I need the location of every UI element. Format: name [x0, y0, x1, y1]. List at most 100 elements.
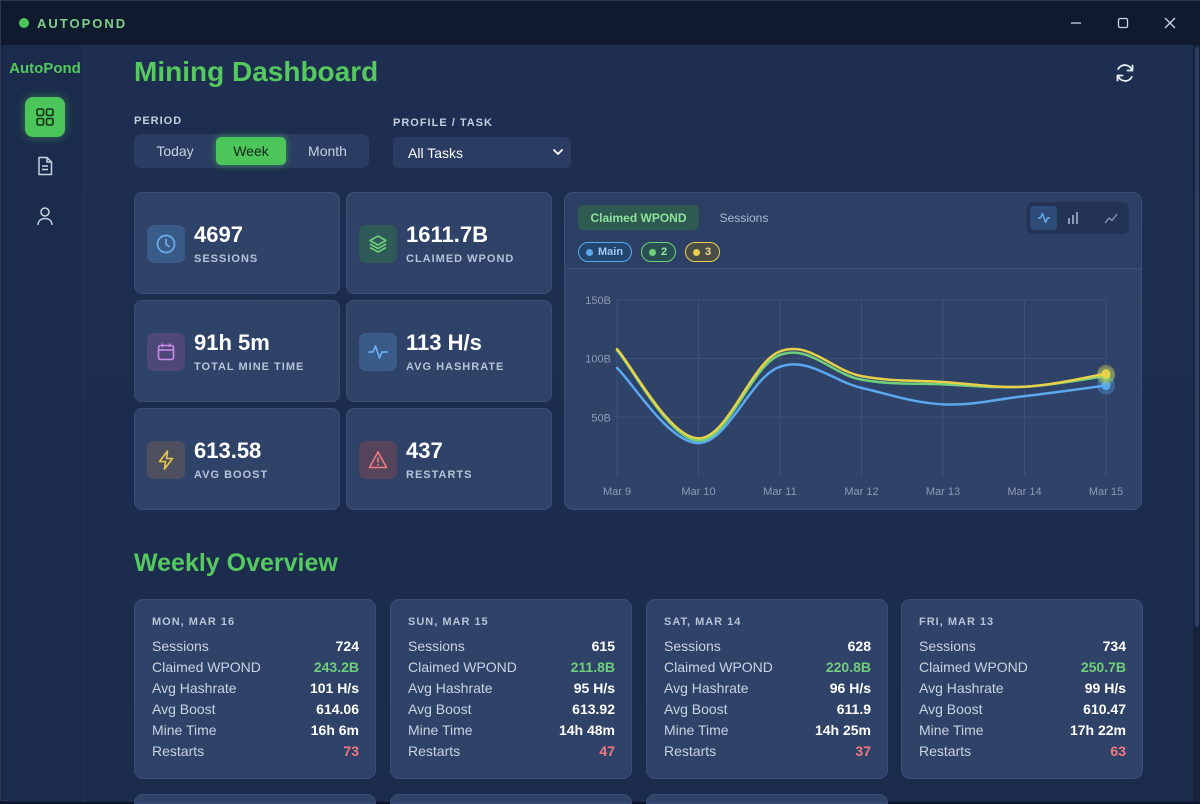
area-chart-button[interactable]: [1097, 206, 1124, 230]
row-label: Sessions: [152, 638, 209, 654]
stat-value: 113 H/s: [406, 330, 482, 355]
row-value: 615: [591, 638, 615, 654]
row-label: Mine Time: [919, 722, 984, 738]
row-value: 37: [855, 743, 871, 759]
day-row-hashrate: Avg Hashrate 95 H/s: [408, 680, 615, 700]
day-card-partial: [134, 794, 376, 804]
x-tick-label: Mar 11: [763, 486, 796, 498]
row-label: Avg Hashrate: [152, 680, 237, 696]
row-value: 14h 48m: [558, 722, 615, 738]
sidebar: AutoPond: [6, 45, 84, 802]
tab-claimed-wpond[interactable]: Claimed WPOND: [578, 205, 699, 230]
row-label: Sessions: [664, 638, 721, 654]
close-button[interactable]: [1147, 1, 1193, 45]
bar-chart-button[interactable]: [1059, 206, 1086, 230]
profile-label: PROFILE / TASK: [393, 117, 493, 129]
day-row-claimed: Claimed WPOND 250.7B: [919, 659, 1126, 679]
row-label: Restarts: [152, 743, 205, 759]
day-card-partial: [390, 794, 632, 804]
day-row-mine-time: Mine Time 14h 25m: [664, 722, 871, 742]
row-label: Claimed WPOND: [664, 659, 773, 675]
chart-type-toggle: [1027, 202, 1129, 234]
profile-task-select[interactable]: All Tasks: [393, 137, 571, 168]
day-row-hashrate: Avg Hashrate 99 H/s: [919, 680, 1126, 700]
day-row-mine-time: Mine Time 16h 6m: [152, 722, 359, 742]
y-tick-label: 50B: [591, 412, 611, 424]
sidebar-item-logs[interactable]: [25, 146, 65, 186]
period-today[interactable]: Today: [156, 143, 194, 159]
tab-sessions[interactable]: Sessions: [719, 210, 769, 225]
line-chart-button[interactable]: [1030, 206, 1057, 230]
page-title: Mining Dashboard: [134, 56, 379, 87]
day-row-boost: Avg Boost 613.92: [408, 701, 615, 721]
y-tick-label: 150B: [585, 295, 611, 307]
series-chip-main[interactable]: Main: [578, 242, 633, 262]
row-label: Mine Time: [408, 722, 473, 738]
stat-label: CLAIMED WPOND: [406, 253, 515, 265]
row-label: Avg Boost: [408, 701, 472, 717]
row-value: 243.2B: [313, 659, 359, 675]
period-week[interactable]: Week: [216, 137, 286, 165]
stat-card-hashrate: 113 H/s AVG HASHRATE: [346, 300, 552, 402]
row-label: Avg Boost: [152, 701, 216, 717]
x-tick-label: Mar 13: [926, 486, 960, 498]
warning-icon: [359, 441, 397, 479]
calendar-icon: [147, 333, 185, 371]
stat-value: 4697: [194, 222, 243, 247]
window-title: AUTOPOND: [37, 15, 128, 31]
day-card: FRI, MAR 13 Sessions 734 Claimed WPOND 250.7…: [901, 599, 1143, 779]
close-icon: [1164, 17, 1176, 29]
stat-label: AVG BOOST: [194, 469, 269, 481]
main-content: Mining Dashboard PERIOD Today Week Month…: [85, 45, 1193, 804]
maximize-icon: [1117, 17, 1129, 29]
row-label: Restarts: [664, 743, 717, 759]
minimize-button[interactable]: [1053, 1, 1099, 45]
x-tick-label: Mar 15: [1089, 486, 1123, 498]
stat-value: 437: [406, 438, 443, 463]
row-value: 734: [1102, 638, 1126, 654]
stat-label: AVG HASHRATE: [406, 361, 505, 373]
chart-header: Claimed WPOND Sessions Main: [565, 193, 1141, 269]
period-label: PERIOD: [134, 115, 183, 127]
day-row-restarts: Restarts 47: [408, 743, 615, 763]
row-value: 610.47: [1083, 701, 1126, 717]
stat-card-mine-time: 91h 5m TOTAL MINE TIME: [134, 300, 340, 402]
day-row-sessions: Sessions 724: [152, 638, 359, 658]
row-value: 14h 25m: [814, 722, 871, 738]
day-row-hashrate: Avg Hashrate 101 H/s: [152, 680, 359, 700]
stat-label: RESTARTS: [406, 469, 473, 481]
row-label: Mine Time: [664, 722, 729, 738]
stat-card-claimed: 1611.7B CLAIMED WPOND: [346, 192, 552, 294]
sidebar-item-dashboard[interactable]: [25, 97, 65, 137]
row-label: Restarts: [919, 743, 972, 759]
row-value: 47: [599, 743, 615, 759]
refresh-button[interactable]: [1111, 59, 1139, 87]
maximize-button[interactable]: [1100, 1, 1146, 45]
day-row-sessions: Sessions 734: [919, 638, 1126, 658]
brand-logo: AutoPond: [9, 60, 81, 77]
day-date: SUN, MAR 15: [408, 616, 489, 628]
row-value: 211.8B: [570, 659, 615, 675]
row-label: Avg Boost: [919, 701, 983, 717]
day-row-claimed: Claimed WPOND 243.2B: [152, 659, 359, 679]
period-month[interactable]: Month: [308, 143, 347, 159]
series-chip-2[interactable]: 2: [641, 242, 677, 262]
row-label: Restarts: [408, 743, 461, 759]
sidebar-item-profile[interactable]: [25, 196, 65, 236]
scrollbar-thumb[interactable]: [1195, 47, 1199, 627]
row-value: 250.7B: [1080, 659, 1126, 675]
stat-value: 91h 5m: [194, 330, 270, 355]
stat-value: 613.58: [194, 438, 262, 463]
stat-card-boost: 613.58 AVG BOOST: [134, 408, 340, 510]
lightning-icon: [147, 441, 185, 479]
row-label: Mine Time: [152, 722, 217, 738]
profile-task-value: All Tasks: [408, 144, 463, 161]
series-chip-3[interactable]: 3: [685, 242, 721, 262]
x-tick-label: Mar 14: [1007, 486, 1041, 498]
row-value: 96 H/s: [829, 680, 871, 696]
row-value: 614.06: [316, 701, 359, 717]
row-label: Avg Hashrate: [664, 680, 749, 696]
scrollbar[interactable]: [1193, 45, 1200, 802]
row-value: 63: [1110, 743, 1126, 759]
